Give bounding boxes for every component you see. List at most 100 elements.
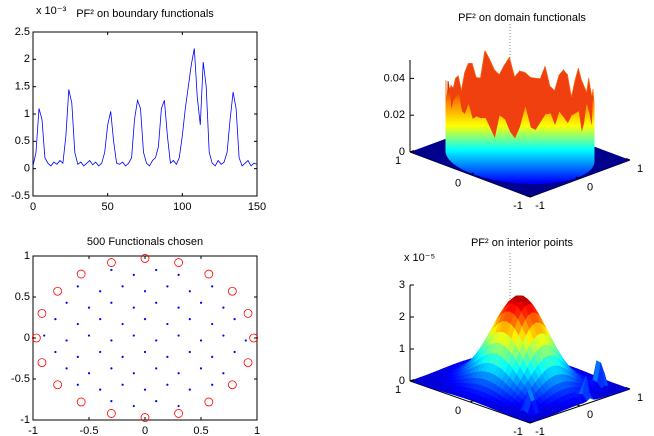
x-tick-label: -0.5 <box>80 425 99 436</box>
dot-marker <box>87 334 91 337</box>
circle-marker <box>140 254 150 263</box>
dot-marker <box>143 290 147 293</box>
x-tick-label: -1 <box>535 200 545 212</box>
y-tick-label: -0.5 <box>11 373 30 385</box>
dot-marker <box>155 268 158 272</box>
chart-title: PF² on boundary functionals <box>76 8 214 20</box>
dot-marker <box>87 306 91 309</box>
dot-marker <box>87 372 91 375</box>
y-tick-label: 2.5 <box>15 26 30 38</box>
surface-wall <box>472 116 477 176</box>
z-tick-label: 0 <box>399 146 405 158</box>
dot-marker <box>166 383 169 386</box>
circle-marker <box>227 286 237 296</box>
x-tick <box>525 195 531 198</box>
y-tick <box>409 379 415 382</box>
circle-marker <box>140 413 150 422</box>
dot-marker <box>132 273 135 276</box>
dot-marker <box>65 339 68 342</box>
y-tick-label: -1 <box>513 426 523 436</box>
dot-marker <box>188 318 191 321</box>
dot-marker <box>233 350 236 354</box>
dot-marker <box>222 372 225 375</box>
dot-marker <box>199 339 203 342</box>
dot-marker <box>121 355 124 358</box>
x-tick <box>575 176 581 179</box>
z-tick-label: 0 <box>399 375 405 387</box>
x-tick-label: 1 <box>254 425 260 436</box>
dot-marker <box>132 404 135 408</box>
x-tick-label: 0.5 <box>193 425 208 436</box>
dot-marker <box>132 372 135 375</box>
z-tick-label: 2 <box>399 311 405 323</box>
dot-marker <box>188 388 191 391</box>
surface-wall <box>464 104 469 173</box>
y-tick <box>529 421 535 424</box>
y-tick-label: 1 <box>24 250 30 262</box>
surface-wall <box>455 93 459 168</box>
dot-marker <box>177 334 180 337</box>
surface-wall <box>480 117 486 178</box>
y-tick-label: 0 <box>455 177 461 189</box>
x-tick-label: 0 <box>587 409 593 421</box>
circle-marker <box>76 397 86 407</box>
circle-marker <box>174 258 184 267</box>
surface-wall <box>476 116 482 177</box>
dot-marker <box>177 372 180 375</box>
y-tick-label: 0 <box>455 405 461 417</box>
dot-marker <box>244 339 247 342</box>
y-tick-label: 1 <box>24 108 30 120</box>
circle-marker <box>174 409 184 418</box>
dot-marker <box>211 322 214 326</box>
surface-wall <box>563 117 569 182</box>
y-tick-label: 1.5 <box>15 81 30 93</box>
y-tick-label: 1 <box>395 384 401 396</box>
surface-wall <box>567 115 573 181</box>
axes-box <box>32 255 258 421</box>
dot-marker <box>43 334 46 337</box>
dot-marker <box>155 339 158 342</box>
dot-marker <box>99 318 102 321</box>
dot-marker <box>211 285 214 288</box>
dot-marker <box>76 355 79 358</box>
dot-marker <box>143 350 147 354</box>
surface-wall <box>499 115 506 182</box>
x-tick-label: 150 <box>248 201 266 213</box>
x-tick-label: 1 <box>637 392 643 404</box>
dot-marker <box>110 367 113 370</box>
circle-marker <box>37 358 47 368</box>
x-tick-label: 100 <box>173 201 191 213</box>
dot-marker <box>177 273 180 276</box>
dot-marker <box>155 400 158 403</box>
dot-marker <box>65 301 68 304</box>
dot-marker <box>110 268 113 272</box>
circle-marker <box>243 358 253 368</box>
z-multiplier: x 10⁻⁵ <box>404 252 435 264</box>
dot-marker <box>166 355 169 358</box>
surface-wall <box>525 107 531 184</box>
x-tick-label: -1 <box>535 426 545 436</box>
surface-wall <box>453 95 457 166</box>
x-tick-label: 0 <box>142 425 148 436</box>
y-tick-label: -0.5 <box>11 190 30 202</box>
dot-marker <box>121 322 124 326</box>
line-series <box>32 48 258 167</box>
dot-marker <box>99 290 102 293</box>
y-tick-label: 0.5 <box>15 291 30 303</box>
x-tick-label: -1 <box>28 425 38 436</box>
x-tick-label: 0 <box>587 181 593 193</box>
dot-marker <box>99 388 102 391</box>
circle-marker <box>53 286 63 296</box>
chart-title: PF² on domain functionals <box>458 12 586 24</box>
circle-marker <box>107 258 116 267</box>
circle-marker <box>31 333 41 343</box>
dot-marker <box>132 306 135 309</box>
circle-marker <box>249 333 259 343</box>
y-tick <box>529 195 535 198</box>
dot-marker <box>166 322 169 326</box>
dot-marker <box>121 285 124 288</box>
dot-marker <box>110 339 113 342</box>
surface-wall <box>581 123 585 176</box>
y-tick-label: 0 <box>24 332 30 344</box>
